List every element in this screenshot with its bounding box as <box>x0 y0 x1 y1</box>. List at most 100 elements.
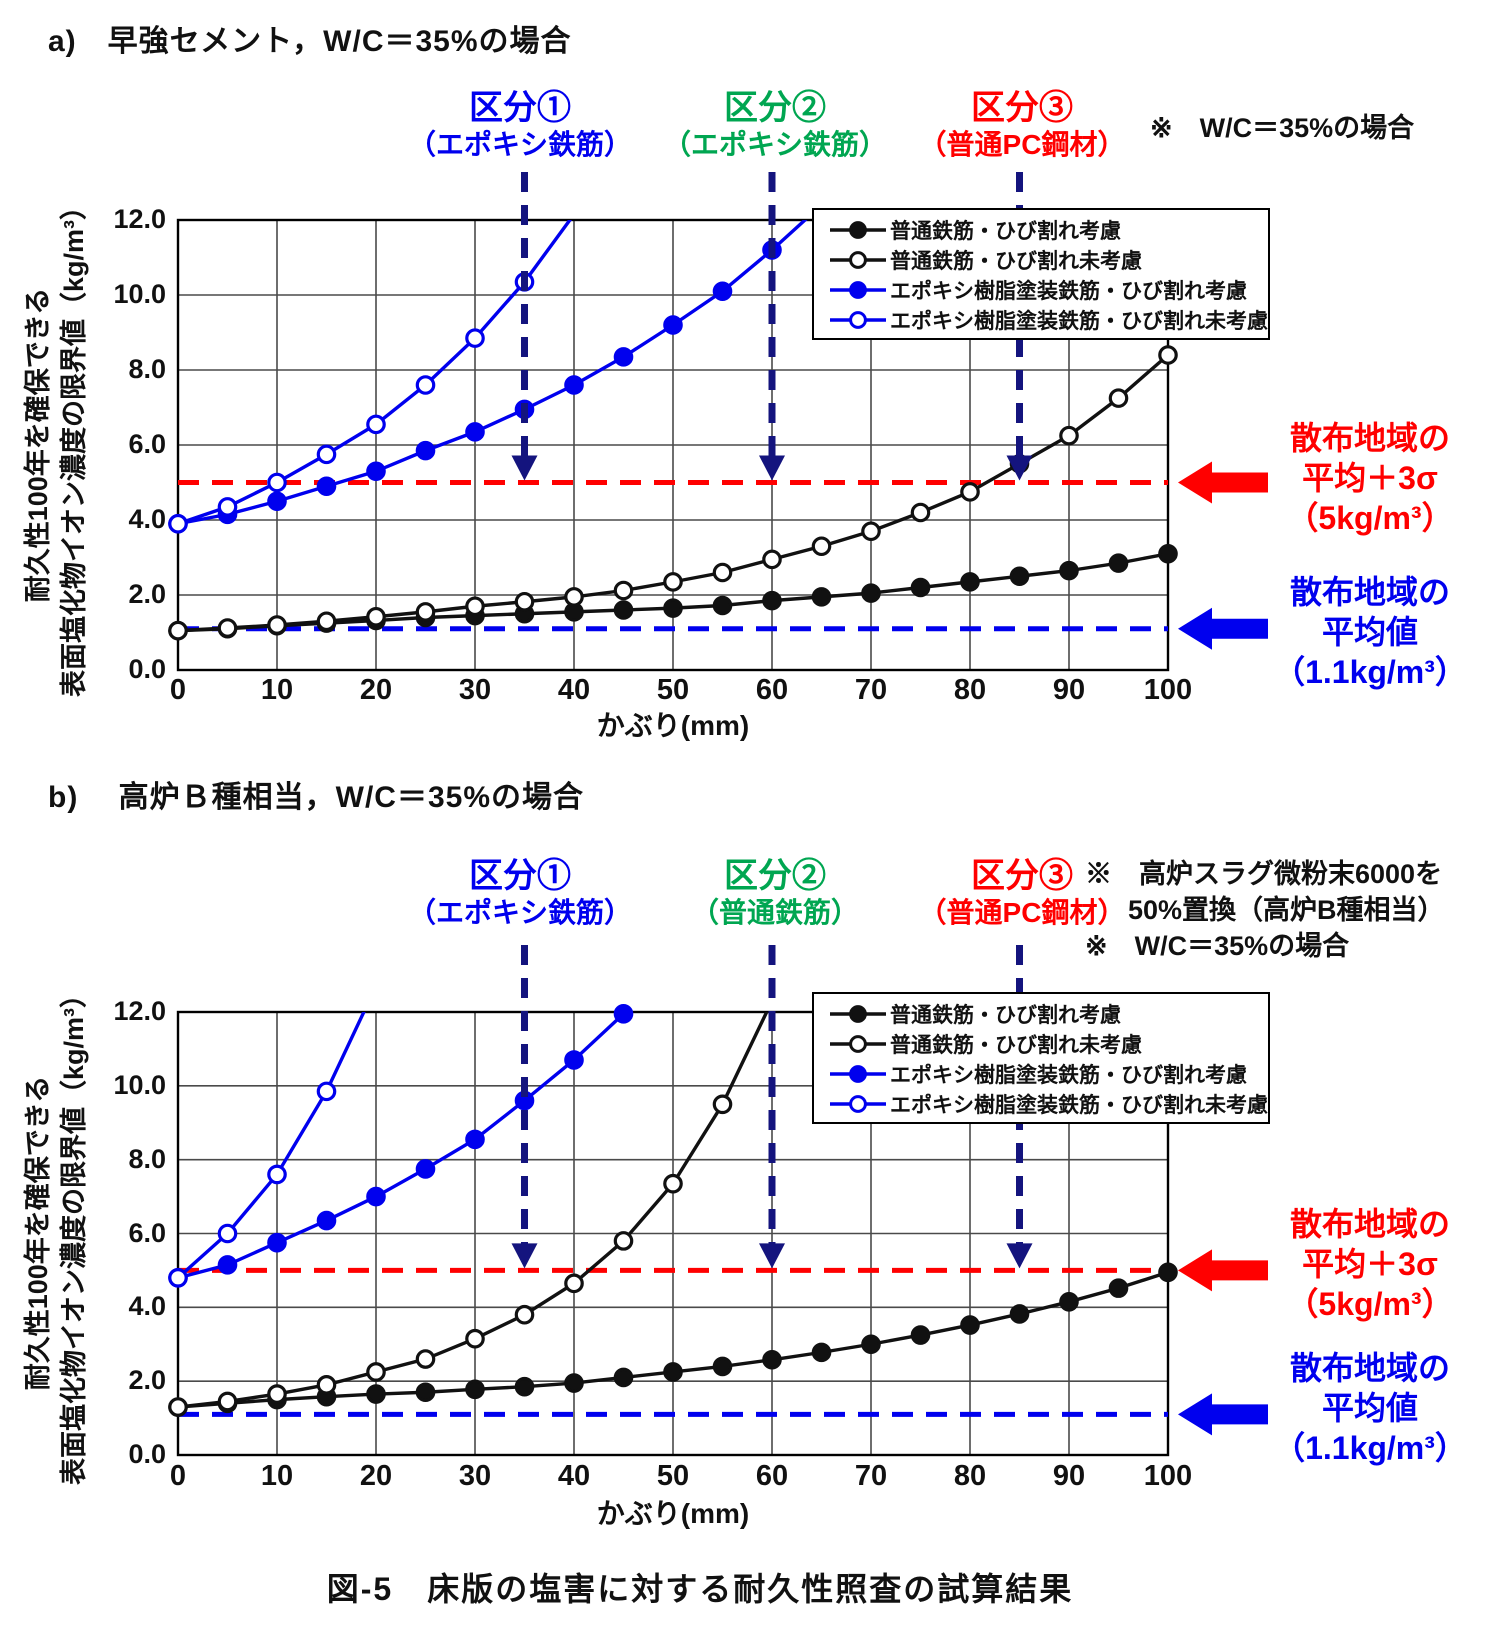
data-point-marker <box>217 1223 238 1244</box>
legend-label: エポキシ樹脂塗装鉄筋・ひび割れ未考慮 <box>890 310 1268 333</box>
data-point-marker <box>168 1397 188 1417</box>
data-point-marker <box>613 1231 634 1251</box>
kubun-drop-arrowhead <box>1006 455 1033 481</box>
x-tick-label: 10 <box>260 674 294 706</box>
legend-filled-blue-marker-icon <box>830 281 886 299</box>
kubun-1-title: 区分① <box>469 857 571 895</box>
x-tick-label: 10 <box>260 1460 294 1492</box>
data-point-marker <box>1059 1291 1079 1312</box>
data-point-marker <box>415 1349 436 1369</box>
kubun-3-title: 区分③ <box>971 89 1073 127</box>
x-tick-label: 60 <box>755 674 789 706</box>
data-point-marker <box>1108 388 1129 408</box>
kubun-3-title: 区分③ <box>971 857 1073 895</box>
data-point-marker <box>217 1391 238 1412</box>
chart-b-x-axis-label: かぶり(mm) <box>596 1498 750 1529</box>
data-point-marker <box>910 577 931 598</box>
legend-entry: 普通鉄筋・ひび割れ考慮 <box>828 215 1268 245</box>
kubun-drop-arrowhead <box>511 455 538 481</box>
data-point-marker <box>316 476 337 497</box>
series-line <box>177 1012 625 1280</box>
kubun-3-label-a: 区分③ （普通PC鋼材） <box>872 88 1172 162</box>
data-point-marker <box>910 502 931 523</box>
x-tick-label: 0 <box>169 674 187 706</box>
data-point-marker <box>712 1356 733 1377</box>
x-tick-label: 70 <box>854 1460 888 1492</box>
legend-label: 普通鉄筋・ひび割れ未考慮 <box>890 250 1142 273</box>
legend-filled-blue-marker-icon <box>830 1065 886 1083</box>
kubun-3-sub: （普通PC鋼材） <box>918 897 1126 928</box>
legend-filled-black-marker-icon <box>830 1005 886 1023</box>
data-point-marker <box>267 615 287 635</box>
plot-frame <box>176 1010 1170 1457</box>
data-point-marker <box>564 1050 584 1070</box>
legend-entry: 普通鉄筋・ひび割れ考慮 <box>828 999 1268 1029</box>
y-tick-label: 6.0 <box>128 429 166 459</box>
plot-frame <box>176 218 1170 672</box>
data-point-marker <box>861 1334 881 1355</box>
chart-b-note-1: ※ 高炉スラグ微粉末6000を <box>1085 859 1443 889</box>
legend-entry: エポキシ樹脂塗装鉄筋・ひび割れ考慮 <box>828 275 1268 305</box>
data-point-marker <box>316 444 337 465</box>
y-tick-label: 12.0 <box>113 204 166 234</box>
data-point-marker <box>267 491 287 512</box>
data-point-marker <box>465 328 485 348</box>
kubun-drop-arrowhead <box>759 1243 785 1269</box>
data-point-marker <box>316 1375 337 1395</box>
chart-a-x-axis-label: かぶり(mm) <box>596 710 750 741</box>
data-point-marker <box>366 1186 386 1207</box>
kubun-2-title: 区分② <box>724 857 826 895</box>
data-point-marker <box>1108 553 1129 573</box>
data-point-marker <box>663 1173 683 1194</box>
data-point-marker <box>613 1004 634 1024</box>
data-point-marker <box>316 611 337 632</box>
y-tick-label: 2.0 <box>128 579 166 609</box>
legend-entry: エポキシ樹脂塗装鉄筋・ひび割れ未考慮 <box>828 305 1268 335</box>
y-tick-label: 8.0 <box>128 354 166 384</box>
x-tick-label: 50 <box>656 674 690 706</box>
x-tick-label: 70 <box>854 674 888 706</box>
legend-label: 普通鉄筋・ひび割れ考慮 <box>890 220 1121 243</box>
y-tick-label: 4.0 <box>128 504 166 534</box>
data-point-marker <box>910 1325 931 1345</box>
x-tick-label: 40 <box>557 1460 591 1492</box>
legend-label: エポキシ樹脂塗装鉄筋・ひび割れ考慮 <box>890 1064 1247 1087</box>
kubun-2-title: 区分② <box>724 89 826 127</box>
data-point-marker <box>712 595 733 616</box>
x-tick-label: 20 <box>359 674 393 706</box>
x-tick-label: 30 <box>458 674 492 706</box>
chart-b-title: b) 高炉Ｂ種相当，W/C＝35%の場合 <box>48 781 585 814</box>
data-point-marker <box>366 606 386 627</box>
data-point-marker <box>415 375 436 395</box>
data-point-marker <box>217 1255 238 1275</box>
legend-entry: エポキシ樹脂塗装鉄筋・ひび割れ考慮 <box>828 1059 1268 1089</box>
data-point-marker <box>663 1362 683 1382</box>
kubun-2-label-b: 区分② （普通鉄筋） <box>625 856 925 930</box>
y-tick-label: 10.0 <box>113 279 166 309</box>
data-point-marker <box>465 1379 485 1400</box>
chart-a-annotation-mean: 散布地域の 平均値 （1.1kg/m³） <box>1273 574 1467 690</box>
x-tick-label: 20 <box>359 1460 393 1492</box>
data-point-marker <box>316 1210 337 1231</box>
y-tick-label: 0.0 <box>128 654 166 684</box>
x-tick-label: 80 <box>953 674 987 706</box>
kubun-1-label-b: 区分① （エポキシ鉄筋） <box>370 856 670 930</box>
x-tick-label: 80 <box>953 1460 987 1492</box>
x-tick-label: 0 <box>169 1460 187 1492</box>
data-point-marker <box>168 513 188 534</box>
kubun-2-sub: （エポキシ鉄筋） <box>662 129 887 160</box>
data-point-marker <box>811 536 832 557</box>
data-point-marker <box>1059 560 1079 581</box>
x-tick-label: 100 <box>1143 674 1193 706</box>
data-point-marker <box>168 1268 188 1288</box>
data-point-marker <box>613 1367 634 1388</box>
data-point-marker <box>366 1362 386 1382</box>
y-tick-label: 10.0 <box>113 1069 166 1100</box>
data-point-marker <box>366 461 386 482</box>
data-point-marker <box>811 587 832 607</box>
data-point-marker <box>465 422 485 442</box>
data-point-marker <box>267 1164 287 1185</box>
red-left-arrow-icon <box>1178 461 1268 504</box>
